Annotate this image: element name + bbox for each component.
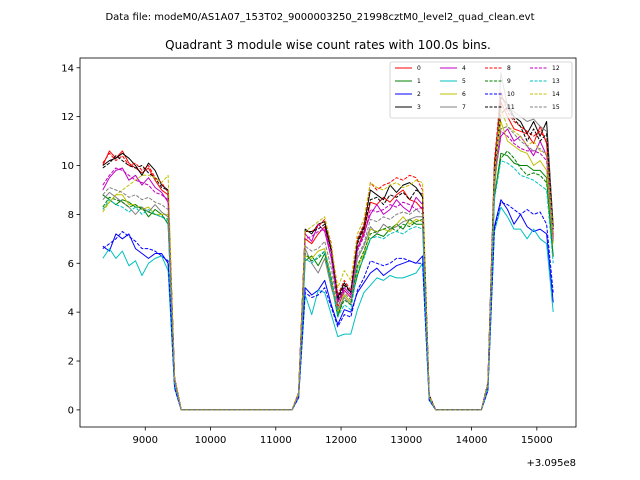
legend-label-1: 1: [417, 78, 421, 85]
y-tick-label: 2: [68, 357, 74, 368]
legend-box: [389, 61, 573, 119]
series-line-15: [102, 125, 554, 411]
legend-label-6: 6: [462, 91, 466, 98]
y-tick-label: 8: [68, 210, 74, 221]
x-tick-label: 11000: [260, 435, 292, 446]
y-tick-label: 14: [61, 63, 74, 74]
legend-label-2: 2: [417, 91, 421, 98]
x-tick-label: 9000: [133, 435, 158, 446]
x-offset-label: +3.095e8: [526, 458, 576, 469]
legend-label-4: 4: [462, 65, 466, 72]
legend-label-15: 15: [552, 104, 560, 111]
y-tick-label: 0: [68, 405, 74, 416]
legend-label-3: 3: [417, 104, 421, 111]
tick-layer: 9000 10000 11000 12000 13000 14000 15000 0 2 4 6 8 1…: [61, 63, 552, 446]
series-layer: [102, 72, 554, 411]
legend-label-9: 9: [507, 78, 511, 85]
legend-label-0: 0: [417, 65, 421, 72]
legend-label-10: 10: [507, 91, 515, 98]
y-tick-label: 6: [68, 259, 74, 270]
legend-label-5: 5: [462, 78, 466, 85]
y-tick-label: 12: [61, 112, 74, 123]
series-line-12: [102, 130, 554, 411]
figure-suptitle: Data file: modeM0/AS1A07_153T02_90000032…: [105, 12, 534, 23]
x-tick-label: 13000: [390, 435, 422, 446]
legend-label-11: 11: [507, 104, 515, 111]
x-tick-label: 12000: [325, 435, 357, 446]
legend-label-12: 12: [552, 65, 560, 72]
x-tick-label: 10000: [195, 435, 227, 446]
x-tick-label: 14000: [456, 435, 488, 446]
legend-label-13: 13: [552, 78, 560, 85]
legend-label-8: 8: [507, 65, 511, 72]
x-tick-label: 15000: [521, 435, 553, 446]
legend-label-7: 7: [462, 104, 466, 111]
y-tick-label: 4: [68, 308, 74, 319]
y-tick-label: 10: [61, 161, 74, 172]
chart-title: Quadrant 3 module wise count rates with …: [165, 38, 491, 52]
axes-frame: [79, 57, 577, 428]
legend-label-14: 14: [552, 91, 560, 98]
